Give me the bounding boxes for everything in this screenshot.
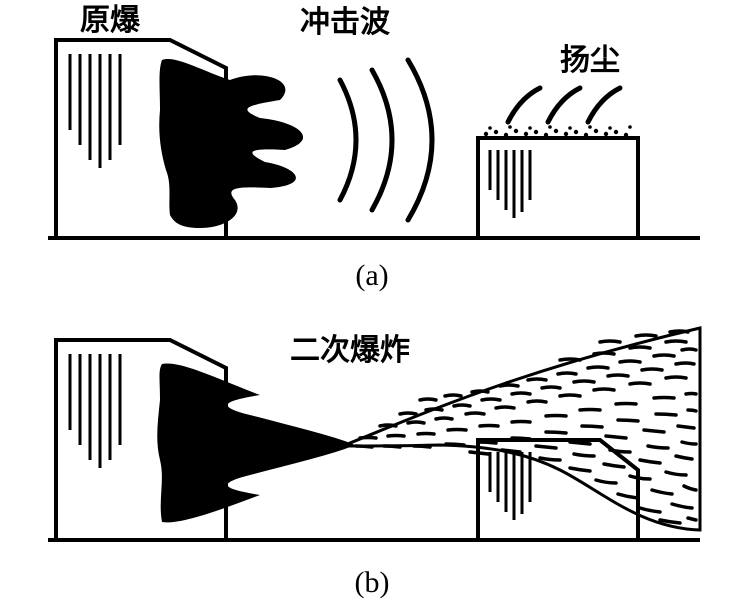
- panel-b-right-hatch: [490, 452, 530, 520]
- panel-b-left-hatch: [70, 354, 120, 468]
- label-secondary-explosion: 二次爆炸: [290, 334, 410, 367]
- label-primary-explosion: 原爆: [80, 4, 141, 37]
- panel-b-flame-core: [157, 363, 355, 522]
- panel-a-dust-wisps: [508, 88, 620, 122]
- panel-a-dust-layer: [484, 125, 632, 137]
- diagram-canvas: 原爆 冲击波 扬尘 (a): [0, 0, 744, 611]
- caption-a: (a): [355, 259, 388, 292]
- panel-a-left-hatch: [70, 54, 120, 168]
- panel-b-right-block: [478, 440, 638, 540]
- panel-a-explosion-burst: [159, 59, 303, 228]
- caption-b: (b): [355, 566, 390, 599]
- panel-a-right-hatch: [490, 150, 530, 218]
- panel-a-shock-waves: [340, 60, 432, 220]
- label-dust-lift: 扬尘: [560, 44, 620, 77]
- panel-a-right-block: [478, 138, 638, 238]
- label-shock-wave: 冲击波: [300, 6, 391, 39]
